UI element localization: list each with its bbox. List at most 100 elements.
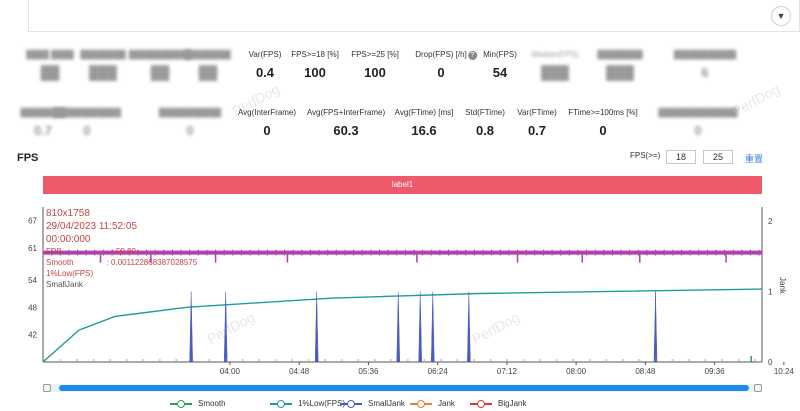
- legend-item-1[interactable]: 1%Low(FPS): [270, 397, 345, 411]
- tooltip-smooth-value: : 0.001122868387028575: [106, 258, 198, 267]
- legend-item-2[interactable]: SmallJank: [340, 397, 405, 411]
- small-jank-point: [653, 291, 658, 363]
- legend-item-0[interactable]: Smooth: [170, 397, 226, 411]
- y-right-tick: 1: [768, 288, 773, 297]
- y-left-tick: 61: [28, 244, 37, 253]
- metric-value: 0.8: [475, 123, 495, 138]
- tooltip-smooth-row: Smooth: 0.001122868387028575: [46, 257, 197, 268]
- metric-value: ██: [40, 65, 60, 80]
- metric-metrics_row2-0: ████████ 0.7: [20, 106, 65, 142]
- metric-label: FPS>=25 [%]: [351, 50, 399, 59]
- time-range-scrollbar[interactable]: [43, 384, 762, 392]
- small-jank-point: [223, 291, 228, 363]
- top-dropdown[interactable]: ▼: [28, 0, 800, 32]
- metric-label: ████████████: [52, 108, 122, 117]
- small-jank-point: [418, 291, 422, 363]
- tooltip-datetime: 29/04/2023 11:52:05: [46, 221, 138, 232]
- metric-label: ████████: [20, 108, 66, 117]
- x-tick-label: 05:36: [358, 367, 379, 376]
- y-right-axis-label: Jank: [778, 277, 787, 295]
- metric-value: 0: [437, 65, 445, 80]
- metric-metrics_row2-8: FTime>=100ms [%] 0: [568, 106, 638, 142]
- metric-metrics_row1-5: FPS>=18 [%] 100: [291, 48, 339, 84]
- reset-button[interactable]: 重置: [745, 154, 764, 164]
- metric-value: ███: [89, 65, 117, 80]
- metric-value: 100: [304, 65, 326, 80]
- metric-value: 100: [364, 65, 386, 80]
- x-tick-label: 06:24: [428, 367, 449, 376]
- metric-value: ██: [198, 65, 218, 80]
- metric-label: Var(FTime): [517, 108, 557, 117]
- metric-metrics_row1-11: ███████████ 6: [674, 48, 736, 84]
- metric-label: Avg(InterFrame): [237, 108, 297, 117]
- metric-metrics_row1-3: ████████ ██: [185, 48, 230, 84]
- tooltip-fps-label: FPS: [46, 247, 62, 256]
- metric-label: ██████████████: [658, 108, 738, 117]
- x-tick-label: 10:24: [774, 367, 795, 376]
- scrollbar-left-handle[interactable]: [43, 384, 51, 392]
- metric-label: Min(FPS): [483, 50, 517, 59]
- chevron-down-icon[interactable]: ▼: [771, 6, 791, 26]
- legend-marker-icon: [270, 400, 292, 408]
- metric-value: 0: [263, 123, 271, 138]
- small-jank-point: [431, 291, 435, 363]
- metric-metrics_row2-5: Avg(FTime) [ms] 16.6: [395, 106, 454, 142]
- legend-item-4[interactable]: BigJank: [470, 397, 526, 411]
- metric-value: 60.3: [333, 123, 359, 138]
- legend-label: Jank: [438, 399, 455, 408]
- chart-tooltip: 810x1758 29/04/2023 11:52:05 00:00:000 F…: [46, 207, 197, 290]
- legend-marker-icon: [410, 400, 432, 408]
- metric-metrics_row2-7: Var(FTime) 0.7: [517, 106, 557, 142]
- scrollbar-thumb[interactable]: [59, 385, 749, 391]
- y-left-tick: 48: [28, 303, 37, 312]
- metric-value: 0.7: [33, 123, 53, 138]
- metric-label: Median(FPS): [531, 50, 579, 59]
- metric-label: ████████: [185, 50, 231, 59]
- metric-value: ███: [606, 65, 634, 80]
- fps-threshold-input-2[interactable]: 25: [703, 150, 733, 164]
- metric-label: ████████: [597, 50, 643, 59]
- metric-metrics_row1-10: ████████ ███: [597, 48, 642, 84]
- y-right-tick: 0: [768, 358, 773, 367]
- metric-value: 0: [83, 123, 91, 138]
- metric-label: Avg(FPS+InterFrame): [306, 108, 386, 117]
- metric-value: 0: [599, 123, 607, 138]
- metric-value: 16.6: [411, 123, 437, 138]
- metric-metrics_row2-2: ███████████ 0: [159, 106, 221, 142]
- metric-metrics_row1-2: ███████████ ██: [129, 48, 191, 84]
- metric-label: ███████████: [673, 50, 737, 59]
- scrollbar-right-handle[interactable]: [754, 384, 762, 392]
- metric-metrics_row2-4: Avg(FPS+InterFrame) 60.3: [307, 106, 385, 142]
- metric-label: FTime>=100ms [%]: [568, 108, 638, 117]
- metric-metrics_row1-1: ████████ ███: [80, 48, 125, 84]
- metric-metrics_row2-9: ██████████████ 0: [658, 106, 737, 142]
- fps-threshold-label: FPS(>=): [630, 151, 661, 160]
- tooltip-resolution: 810x1758: [46, 208, 90, 219]
- metric-metrics_row1-9: Median(FPS) ███: [531, 48, 578, 84]
- y-left-tick: 42: [28, 331, 37, 340]
- metric-label: Var(FPS): [248, 50, 282, 59]
- chart-legend: Smooth 1%Low(FPS) SmallJank Jank BigJank: [170, 397, 770, 411]
- legend-label: 1%Low(FPS): [298, 399, 346, 408]
- x-tick-label: 09:36: [705, 367, 726, 376]
- metric-metrics_row1-6: FPS>=25 [%] 100: [351, 48, 399, 84]
- metric-label: ████████: [80, 50, 126, 59]
- tooltip-jank-label: SmallJank: [46, 280, 83, 289]
- y-right-tick: 2: [768, 217, 773, 226]
- metric-metrics_row2-3: Avg(InterFrame) 0: [238, 106, 296, 142]
- fps-threshold-input-1[interactable]: 18: [666, 150, 696, 164]
- legend-label: SmallJank: [368, 399, 405, 408]
- help-icon[interactable]: ?: [467, 51, 477, 60]
- small-jank-point: [396, 291, 401, 363]
- y-left-tick: 67: [28, 217, 37, 226]
- legend-item-3[interactable]: Jank: [410, 397, 455, 411]
- metric-label: Std(FTime): [465, 108, 505, 117]
- metric-label: Avg(FTime) [ms]: [394, 108, 454, 117]
- metric-label: FPS>=18 [%]: [291, 50, 339, 59]
- label-bar[interactable]: label1: [43, 176, 762, 194]
- legend-marker-icon: [170, 400, 192, 408]
- metric-value: ███: [541, 65, 569, 80]
- metric-value: 0: [186, 123, 194, 138]
- x-tick-label: 07:12: [497, 367, 518, 376]
